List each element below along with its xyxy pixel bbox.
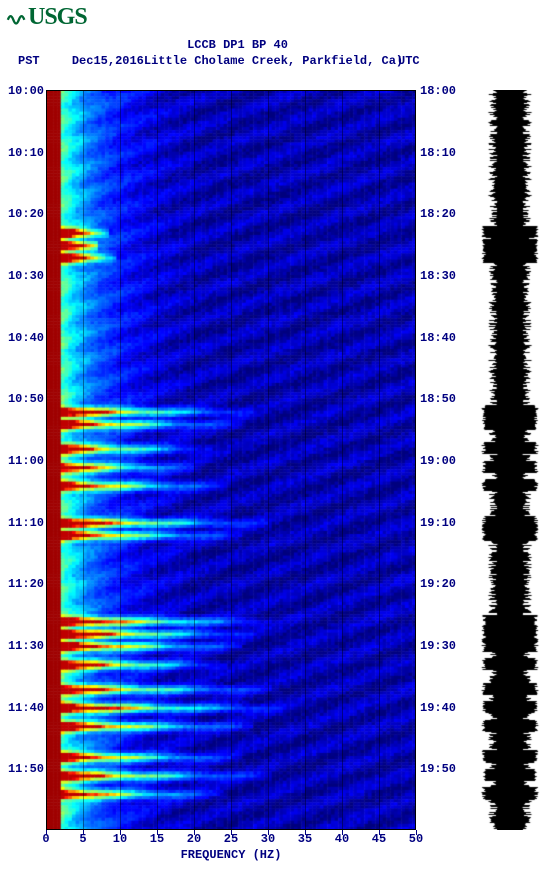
y-tick-right: 19:50 (420, 762, 456, 776)
y-tick-right: 19:20 (420, 577, 456, 591)
y-tick-right: 18:30 (420, 269, 456, 283)
y-tick-left: 11:00 (6, 454, 44, 468)
spectrogram-plot (46, 90, 416, 830)
x-tick-mark (268, 830, 269, 835)
y-tick-left: 11:10 (6, 516, 44, 530)
y-tick-left: 11:20 (6, 577, 44, 591)
x-tick-mark (83, 830, 84, 835)
x-tick-mark (194, 830, 195, 835)
x-tick-mark (416, 830, 417, 835)
grid-line (268, 90, 269, 830)
x-tick-mark (120, 830, 121, 835)
grid-line (231, 90, 232, 830)
x-tick-mark (46, 830, 47, 835)
y-tick-right: 18:40 (420, 331, 456, 345)
x-tick-mark (305, 830, 306, 835)
y-tick-left: 11:30 (6, 639, 44, 653)
grid-line (305, 90, 306, 830)
x-tick-mark (231, 830, 232, 835)
y-tick-right: 18:50 (420, 392, 456, 406)
y-tick-right: 19:30 (420, 639, 456, 653)
y-tick-left: 10:50 (6, 392, 44, 406)
y-tick-right: 19:10 (420, 516, 456, 530)
y-tick-right: 19:00 (420, 454, 456, 468)
y-tick-right: 18:10 (420, 146, 456, 160)
chart-title-1: LCCB DP1 BP 40 (0, 38, 475, 52)
utc-label: UTC (398, 54, 420, 68)
grid-line (120, 90, 121, 830)
y-tick-left: 11:40 (6, 701, 44, 715)
waveform-canvas (480, 90, 540, 830)
grid-line (342, 90, 343, 830)
x-tick-mark (379, 830, 380, 835)
y-tick-right: 19:40 (420, 701, 456, 715)
grid-line (83, 90, 84, 830)
y-tick-left: 10:10 (6, 146, 44, 160)
y-tick-right: 18:20 (420, 207, 456, 221)
y-tick-left: 10:00 (6, 84, 44, 98)
grid-line (379, 90, 380, 830)
x-tick-mark (157, 830, 158, 835)
usgs-logo: USGS (6, 4, 87, 31)
grid-line (157, 90, 158, 830)
y-tick-left: 10:30 (6, 269, 44, 283)
y-tick-left: 10:20 (6, 207, 44, 221)
y-tick-right: 18:00 (420, 84, 456, 98)
grid-line (194, 90, 195, 830)
y-tick-left: 10:40 (6, 331, 44, 345)
x-axis-label: FREQUENCY (HZ) (46, 848, 416, 862)
y-tick-left: 11:50 (6, 762, 44, 776)
logo-text: USGS (28, 4, 87, 30)
x-tick-mark (342, 830, 343, 835)
